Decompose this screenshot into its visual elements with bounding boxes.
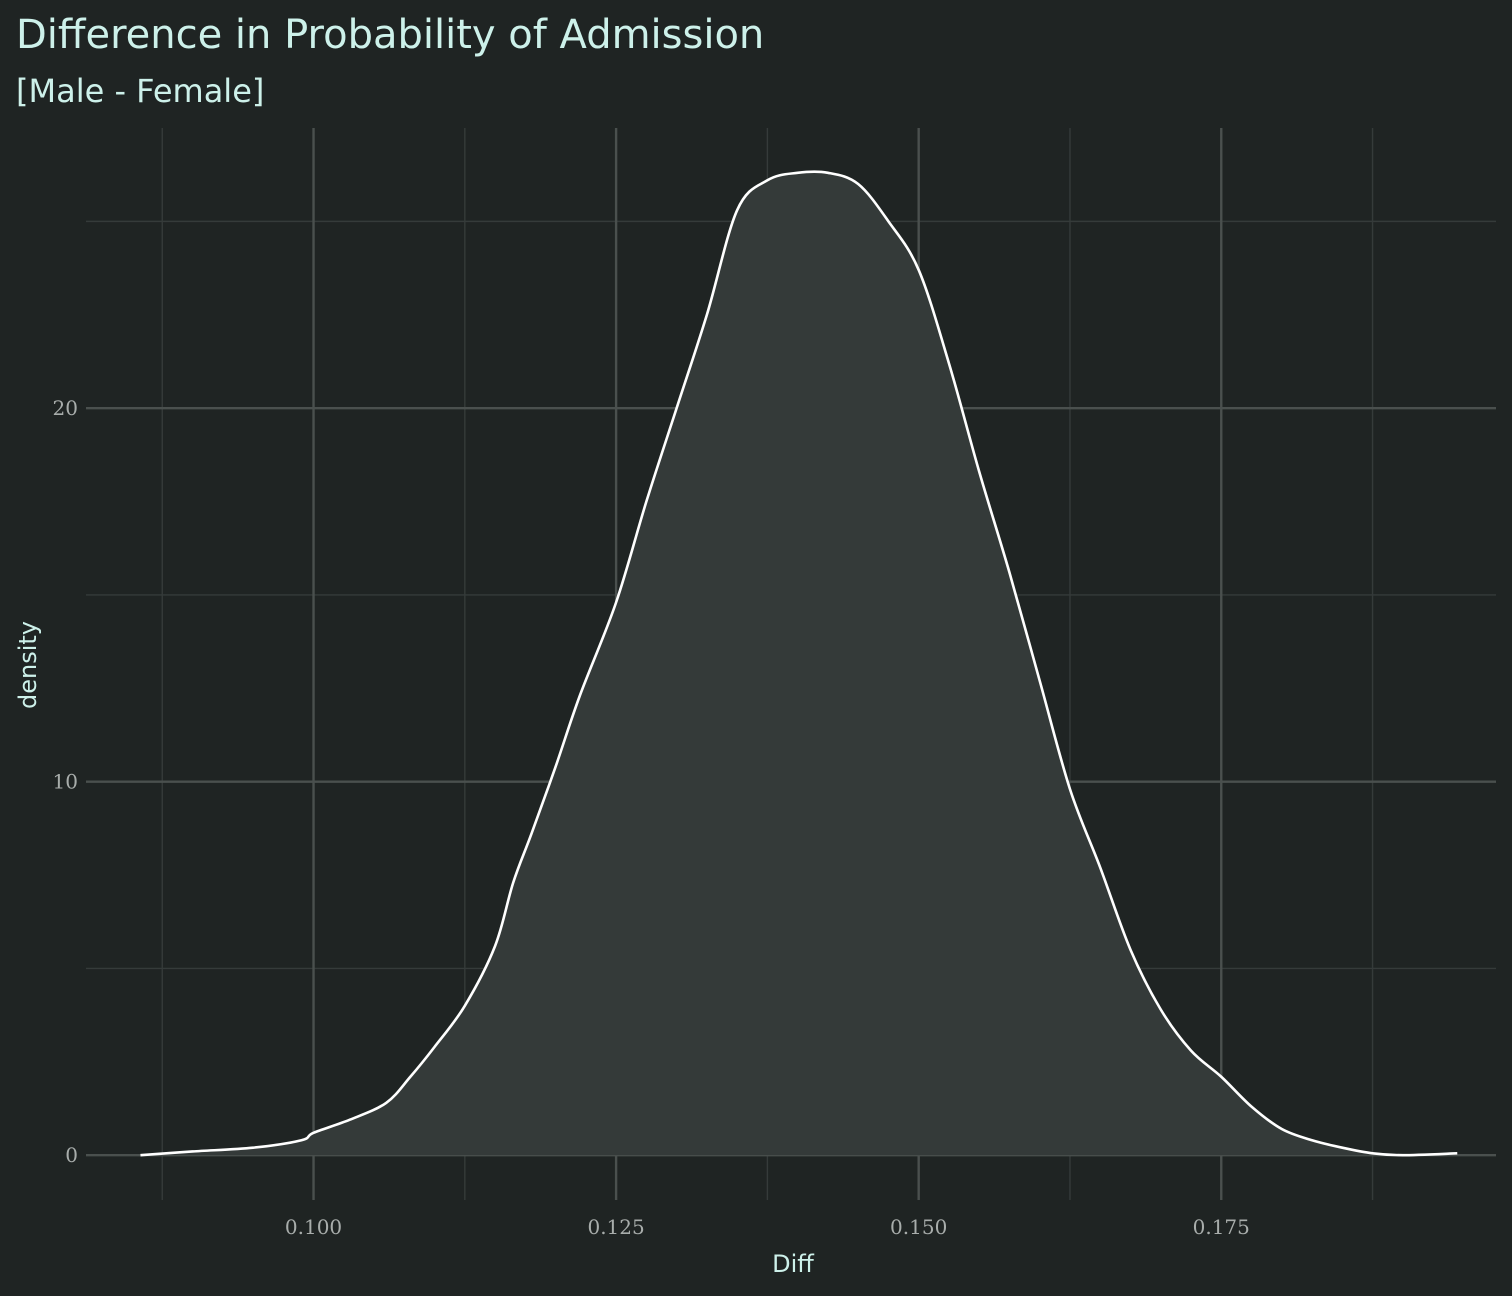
y-tick-label: 0 <box>65 1143 78 1167</box>
chart-subtitle: [Male - Female] <box>16 72 264 110</box>
y-tick-label: 20 <box>53 396 78 420</box>
plot-area <box>140 170 1458 1157</box>
x-axis: 0.100 0.125 0.150 0.175 <box>285 1215 1250 1239</box>
y-axis-title: density <box>14 621 42 709</box>
density-area <box>140 171 1458 1156</box>
x-tick-label: 0.175 <box>1193 1215 1250 1239</box>
density-line <box>140 170 1458 1157</box>
chart-title: Difference in Probability of Admission <box>16 12 764 58</box>
y-axis: 0 10 20 <box>53 396 78 1167</box>
y-tick-label: 10 <box>53 770 78 794</box>
x-tick-label: 0.150 <box>890 1215 947 1239</box>
x-tick-label: 0.125 <box>587 1215 644 1239</box>
x-axis-title: Diff <box>772 1250 814 1278</box>
x-tick-label: 0.100 <box>285 1215 342 1239</box>
